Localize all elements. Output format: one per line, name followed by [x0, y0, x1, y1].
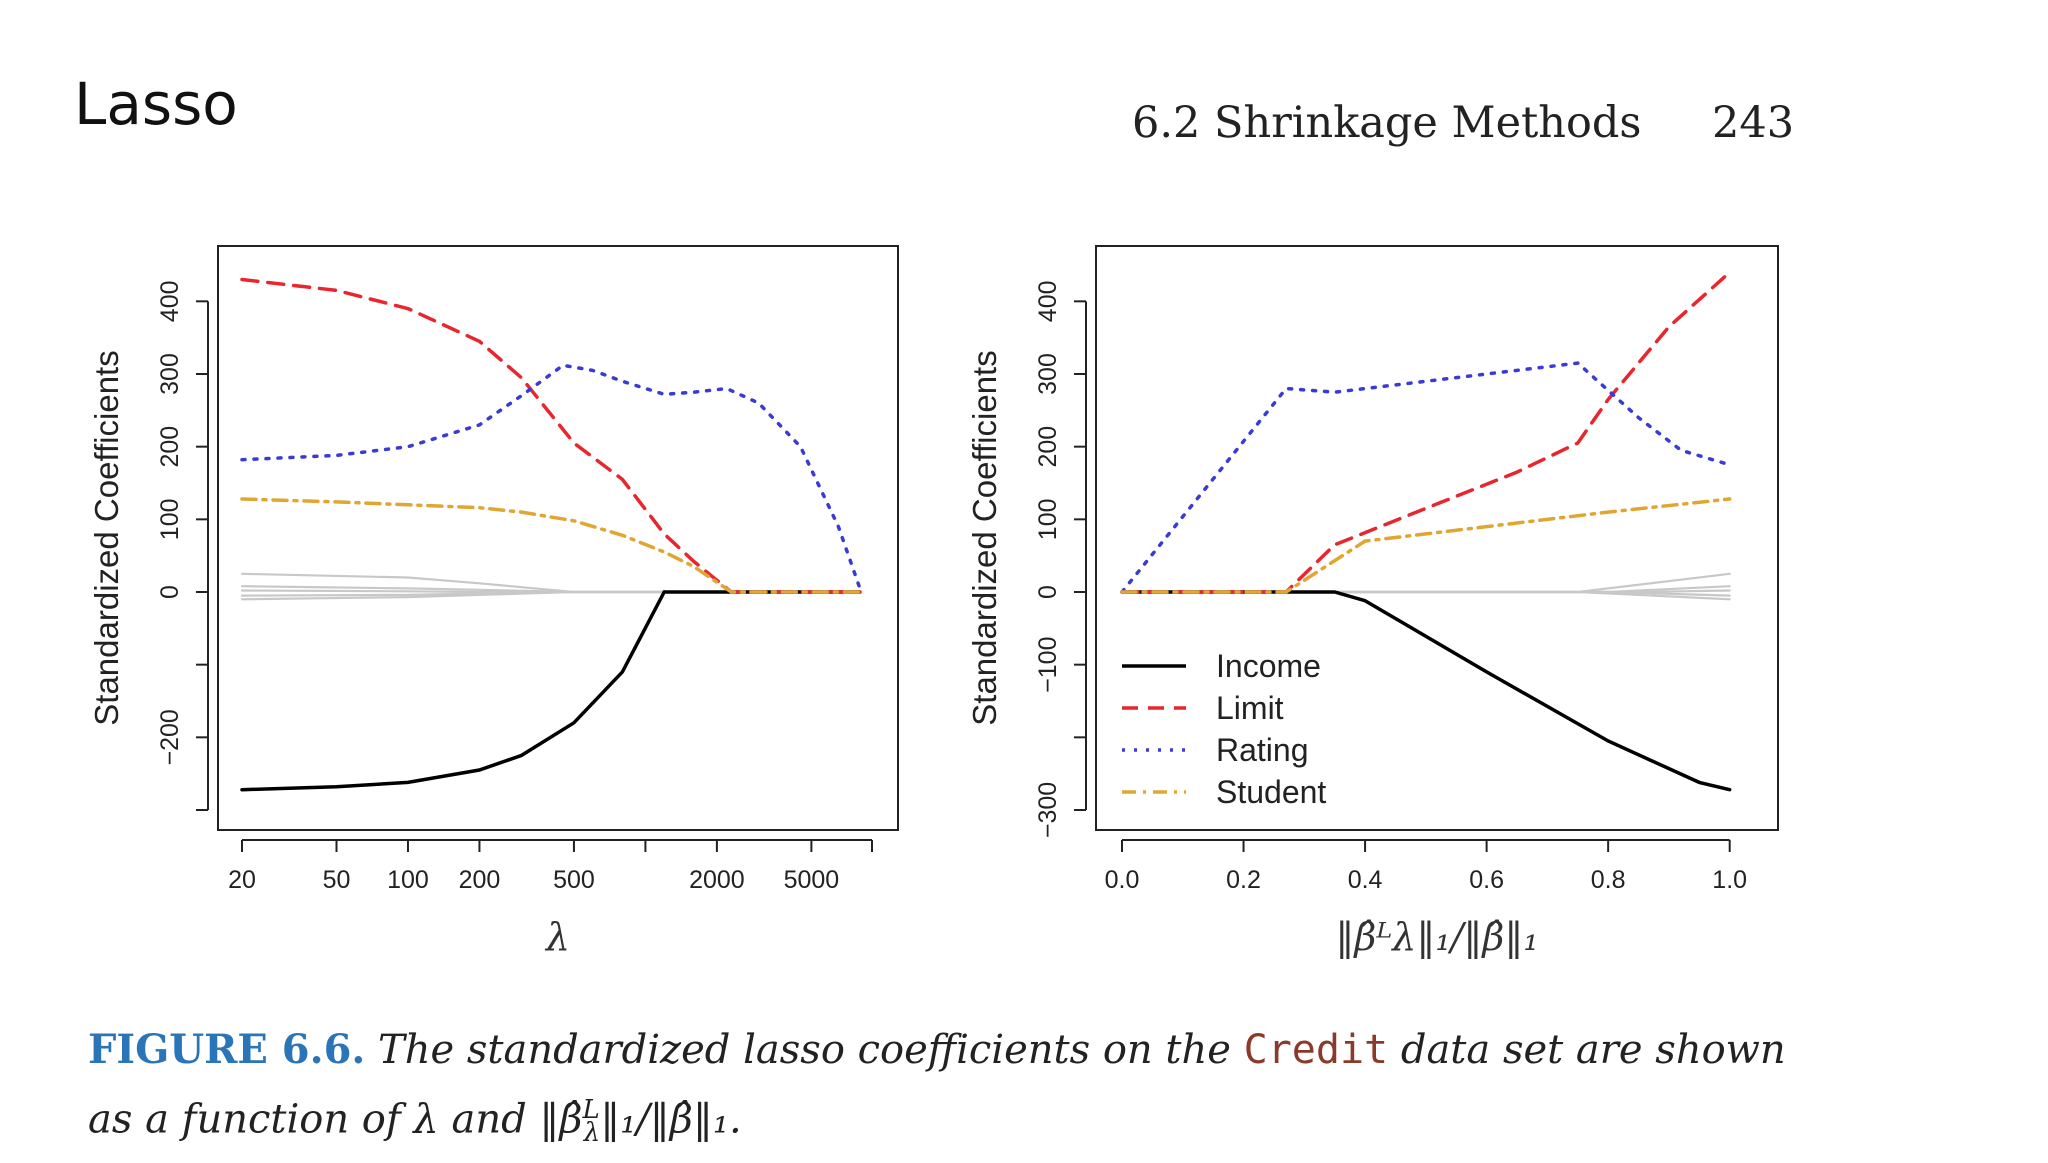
- x-tick-label: 100: [387, 866, 429, 894]
- plot-frame: [1095, 245, 1779, 831]
- y-tick-label: 100: [156, 498, 184, 540]
- x-tick-label: 5000: [784, 866, 840, 894]
- left-plot-panel: 20 50 100 200 500 2000 5000 −200 0 100 200 300 400 St…: [88, 245, 899, 959]
- y-tick-label: 0: [156, 585, 184, 599]
- y-tick-label: 0: [1034, 585, 1062, 599]
- x-tick-label: 1.0: [1712, 866, 1747, 894]
- series-student: [1120, 497, 1732, 594]
- series-other: [240, 572, 861, 594]
- caption-dataset: Credit: [1243, 1027, 1389, 1073]
- x-tick-label: 500: [553, 866, 595, 894]
- caption-text-2: data set are shown as a function of λ an…: [88, 1027, 1786, 1143]
- series-rating: [240, 363, 862, 591]
- plot-frame: [217, 245, 899, 831]
- y-axis-label: Standardized Coefficients: [966, 350, 1003, 725]
- legend-label: Limit: [1216, 690, 1284, 726]
- x-axis-label: λ: [544, 915, 570, 959]
- figure-caption: FIGURE 6.6. The standardized lasso coeff…: [88, 1020, 1808, 1163]
- series-limit: [240, 277, 862, 594]
- figure-plots: 20 50 100 200 500 2000 5000−2000100200300400St…: [88, 245, 1779, 959]
- x-tick-label: 50: [323, 866, 351, 894]
- y-axis-label: Standardized Coefficients: [88, 350, 125, 725]
- y-tick-label: 300: [156, 353, 184, 395]
- caption-sub: λ: [583, 1118, 601, 1149]
- figure-label: FIGURE 6.6.: [88, 1026, 366, 1073]
- legend: Income Limit Rating Student: [1122, 648, 1326, 810]
- series-other: [1120, 572, 1731, 594]
- caption-text-3: ‖₁/‖β̂‖₁.: [600, 1096, 742, 1143]
- legend-label: Income: [1216, 648, 1321, 684]
- series-student: [240, 497, 862, 594]
- y-tick-label: 100: [1034, 498, 1062, 540]
- slide-title: Lasso: [74, 70, 238, 138]
- series-limit: [1120, 270, 1732, 594]
- series-income: [1120, 590, 1732, 792]
- x-tick-label: 200: [459, 866, 501, 894]
- x-tick-label: 0.8: [1591, 866, 1626, 894]
- y-tick-label: −100: [1034, 637, 1062, 693]
- section-title: 6.2 Shrinkage Methods: [1132, 98, 1642, 148]
- legend-label: Student: [1216, 774, 1326, 810]
- y-tick-label: 200: [1034, 426, 1062, 468]
- x-tick-label: 0.4: [1348, 866, 1383, 894]
- legend-label: Rating: [1216, 732, 1309, 768]
- series-income: [240, 590, 666, 792]
- y-tick-label: 200: [156, 426, 184, 468]
- x-tick-label: 0.2: [1226, 866, 1261, 894]
- caption-sup: L: [582, 1095, 600, 1125]
- series-rating: [1120, 361, 1732, 594]
- x-tick-label: 20: [228, 866, 256, 894]
- x-axis-label: ‖β̂ᴸλ‖₁/‖β̂‖₁: [1335, 915, 1538, 959]
- x-tick-label: 0.6: [1469, 866, 1504, 894]
- right-plot-panel: 0.0 0.2 0.4 0.6 0.8 1.0 −300 −100 0 100 200 300 400 S…: [966, 245, 1779, 959]
- y-tick-label: −300: [1034, 782, 1062, 838]
- y-tick-label: 400: [1034, 280, 1062, 322]
- page-number: 243: [1712, 98, 1795, 148]
- y-tick-label: −200: [156, 709, 184, 765]
- caption-text-1: The standardized lasso coefficients on t…: [365, 1027, 1244, 1073]
- y-tick-label: 300: [1034, 353, 1062, 395]
- x-tick-label: 2000: [689, 866, 745, 894]
- x-tick-label: 0.0: [1105, 866, 1140, 894]
- y-tick-label: 400: [156, 280, 184, 322]
